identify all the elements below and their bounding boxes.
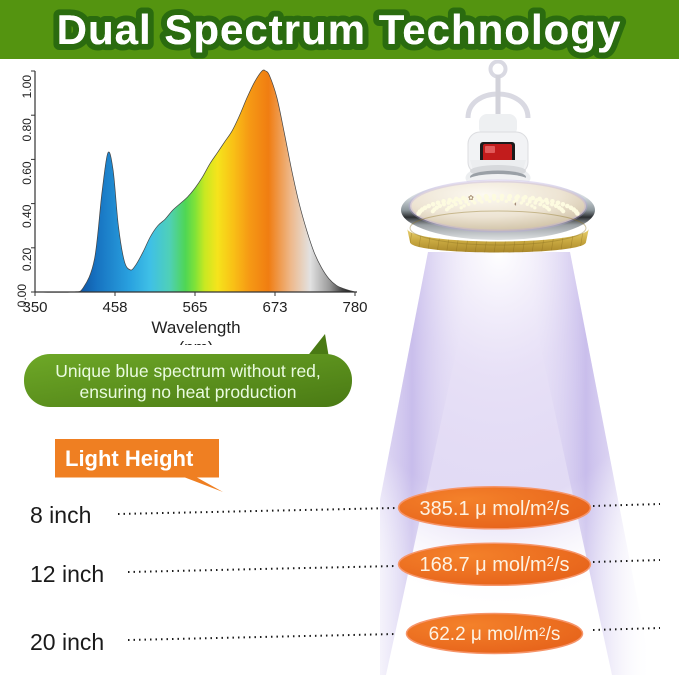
svg-text:8 inch: 8 inch [30, 502, 91, 528]
svg-text:12 inch: 12 inch [30, 561, 104, 587]
svg-text:20 inch: 20 inch [30, 629, 104, 655]
